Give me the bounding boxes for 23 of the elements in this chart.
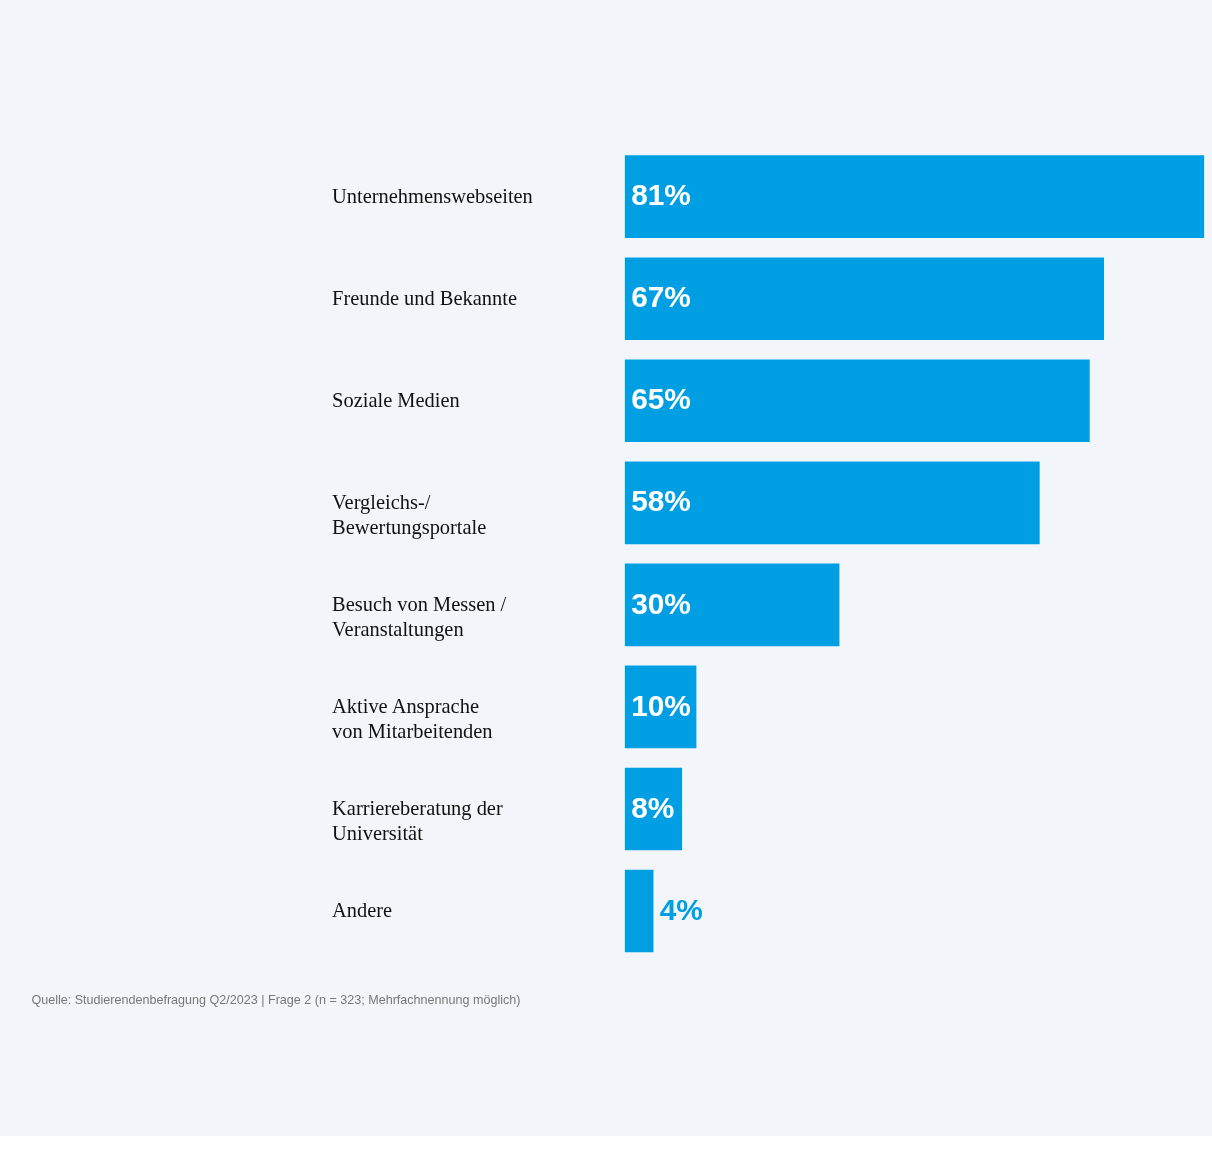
bar [624,563,840,647]
source-note: Quelle: Studierendenbefragung Q2/2023 | Frage 2 (n = 323; Mehrfachnennung möglich) [31,993,521,1008]
data-label: 30% [631,586,691,620]
data-label: 10% [631,688,691,722]
data-label: 4% [659,892,703,926]
y-tick-label: Karriereberatung der Universität [332,797,503,845]
bar [624,155,1205,238]
y-tick-label: Soziale Medien [332,389,460,412]
y-tick-label: Freunde und Bekannte [332,287,517,310]
data-label: 67% [631,280,691,314]
data-label: 81% [631,178,691,212]
data-label: 8% [631,790,675,824]
y-tick-label: Andere [332,899,393,922]
bar [624,359,1090,443]
data-label: 58% [631,484,691,518]
bar [624,461,1040,545]
y-tick-label: Vergleichs-/ Bewertungsportale [332,491,487,540]
bar [624,257,1105,341]
y-tick-label: Unternehmenswebseiten [332,184,533,207]
y-tick-label: Besuch von Messen / Veranstaltungen [332,593,507,642]
data-label: 65% [631,382,691,416]
bar [624,869,654,953]
y-tick-label: Aktive Ansprache von Mitarbeitenden [332,695,493,743]
